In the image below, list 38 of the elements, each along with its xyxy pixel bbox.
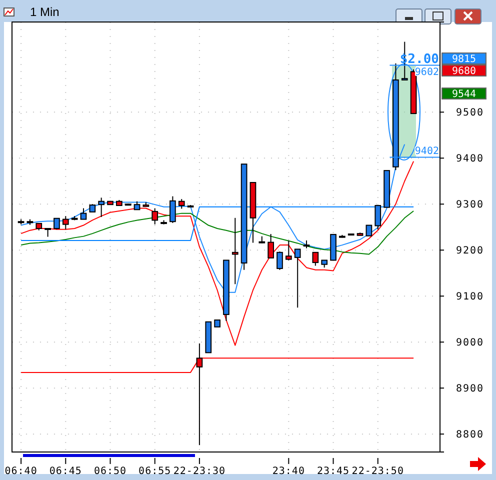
- y-tick-label: 9200: [456, 245, 484, 256]
- y-tick-label: 9400: [456, 153, 484, 164]
- candlestick: [232, 217, 238, 285]
- x-tick-label: 23:40: [272, 466, 305, 478]
- x-tick-label: 06:50: [94, 466, 127, 478]
- candlestick: [80, 208, 87, 220]
- candlestick: [312, 252, 319, 266]
- x-tick-label: 06:40: [4, 466, 38, 478]
- y-tick-label: 8800: [456, 429, 484, 440]
- x-tick-label: 22-23:30: [173, 466, 226, 478]
- candlestick: [268, 234, 274, 258]
- candlestick: [152, 208, 158, 225]
- candlestick: [374, 204, 382, 230]
- candlestick: [276, 250, 283, 270]
- candlestick: [178, 198, 185, 210]
- y-tick-label: 9300: [456, 199, 484, 210]
- x-tick-label: 23:45: [316, 466, 350, 478]
- candlestick: [294, 248, 301, 308]
- y-tick-label: 9100: [456, 291, 484, 302]
- x-tick-label: 06:55: [138, 466, 172, 478]
- candlestick: [62, 216, 69, 230]
- candlestick: [98, 197, 105, 218]
- text: 9815: [452, 54, 476, 65]
- candlestick: [54, 218, 60, 230]
- x-tick-label: 06:45: [49, 466, 82, 478]
- text: 9680: [452, 66, 476, 77]
- chart-title: 1 Min: [30, 5, 60, 19]
- y-tick-label: 9500: [456, 107, 484, 118]
- y-tick-label: 8900: [456, 383, 484, 394]
- y-tick-label: 9000: [456, 337, 484, 348]
- candlestick: [170, 196, 176, 224]
- x-tick-label: 22-23:50: [352, 466, 404, 478]
- candlestick: [366, 224, 372, 236]
- candlestick: [285, 240, 292, 261]
- text: 9544: [452, 89, 476, 100]
- candlestick: [196, 342, 203, 446]
- ref-line-label: 9402: [414, 146, 439, 158]
- line-series: [20, 160, 414, 346]
